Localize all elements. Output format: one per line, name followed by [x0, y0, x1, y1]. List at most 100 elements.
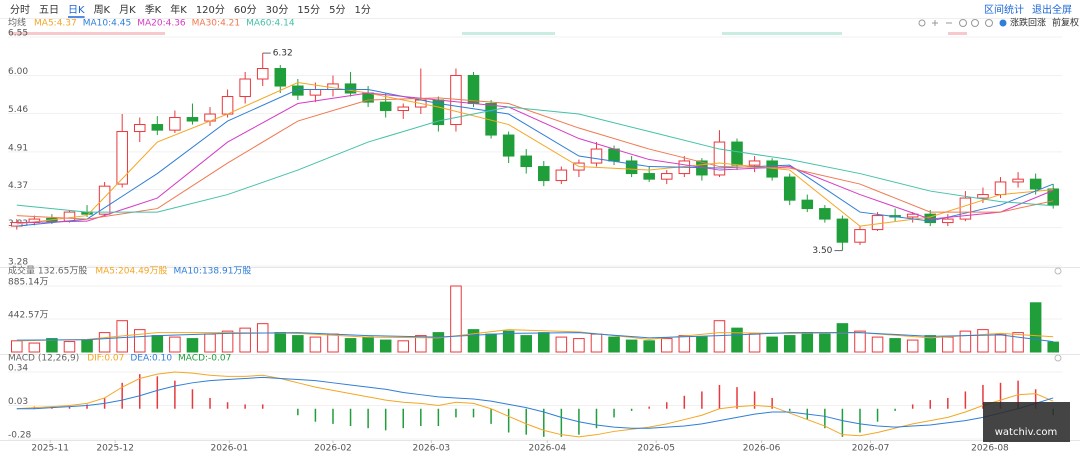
play-icon[interactable] — [985, 19, 993, 27]
legend-entry: MA60:4.14 — [246, 19, 295, 29]
candle-body — [63, 211, 76, 222]
watermark-box — [983, 402, 1070, 442]
volume-bar — [327, 333, 339, 353]
plot-area: 分时 五日 日K 周K 月K 季K 年K 120分 60分 30分 15分 5分 1分 退出全屏区间统计涨… — [8, 3, 1079, 454]
volume-bar — [274, 332, 287, 353]
x-tick-label: 2025-12 — [96, 444, 134, 454]
candle-body — [309, 89, 322, 96]
volume-bar — [362, 336, 374, 353]
candle-body — [98, 185, 111, 215]
y-tick-label: 4.37 — [8, 181, 28, 191]
tab[interactable]: 120分 — [196, 4, 225, 16]
x-tick-label: 2026-04 — [528, 444, 566, 454]
volume-bar — [133, 329, 146, 353]
volume-bar — [924, 335, 937, 353]
candle-body — [643, 173, 655, 180]
reset-icon[interactable] — [918, 19, 926, 27]
tab[interactable]: 30分 — [266, 4, 289, 16]
panel-settings[interactable] — [1054, 354, 1062, 362]
tab[interactable]: 60分 — [234, 4, 257, 16]
option-toggle[interactable] — [999, 19, 1007, 27]
legend-entry: MACD:-0.07 — [178, 354, 231, 364]
legend-title: 均线 — [8, 17, 26, 29]
option-label[interactable]: 涨跌回涨 — [1010, 18, 1046, 29]
y-tick-label: 3.28 — [8, 258, 28, 268]
x-tick-label: 2025-11 — [31, 444, 69, 454]
candle-body — [520, 155, 532, 168]
tab[interactable]: 分时 — [10, 4, 30, 16]
range-bar — [722, 32, 842, 35]
volume-bar — [292, 335, 304, 353]
range-bar — [462, 32, 555, 35]
tab[interactable]: 日K — [68, 5, 85, 16]
candle-body — [783, 176, 796, 201]
volume-bar — [256, 323, 269, 353]
volume-bar — [836, 323, 849, 353]
candle-body — [133, 124, 146, 133]
volume-bar — [590, 333, 603, 353]
tab[interactable]: 1分 — [354, 4, 370, 16]
indicator-line — [16, 371, 1054, 438]
zoom-in-icon[interactable] — [932, 20, 938, 26]
chart-controls[interactable] — [918, 19, 993, 27]
volume-bar — [379, 339, 392, 353]
volume-bar — [783, 335, 796, 353]
volume-bar — [151, 335, 164, 353]
candle-body — [994, 181, 1007, 196]
prev-icon[interactable] — [959, 19, 967, 27]
toolbar-action[interactable]: 退出全屏 — [1032, 3, 1072, 16]
tab[interactable]: 15分 — [297, 4, 320, 16]
candle-body — [186, 117, 199, 122]
candle-body — [608, 148, 620, 162]
tab[interactable]: 季K — [145, 4, 162, 16]
indicator-line — [16, 106, 1054, 213]
candle-body — [854, 229, 866, 243]
toolbar-action[interactable]: 区间统计 — [984, 3, 1024, 16]
indicator-line — [16, 82, 1054, 227]
tab[interactable]: 5分 — [329, 4, 345, 16]
volume-bar — [81, 339, 93, 353]
legend-entry: MA10:138.91万股 — [174, 266, 252, 277]
y-tick-label: -0.28 — [8, 431, 32, 441]
tab[interactable]: 月K — [119, 4, 136, 16]
y-tick-label: 4.91 — [8, 143, 28, 153]
candle-body — [116, 131, 128, 185]
volume-bar — [63, 341, 76, 353]
y-tick-label: 442.57万 — [8, 311, 49, 321]
y-tick-label: 0.34 — [8, 364, 28, 374]
candle-body — [292, 85, 304, 96]
volume-bar — [467, 329, 480, 353]
volume-bar — [186, 338, 199, 353]
y-tick-label: 6.00 — [8, 67, 28, 77]
candle-body — [274, 68, 287, 87]
legend-entry: MA5:204.49万股 — [95, 266, 167, 277]
volume-bar — [555, 336, 568, 353]
candle-body — [169, 117, 181, 131]
candle-body — [801, 199, 814, 210]
legend-entry: MA30:4.21 — [192, 19, 240, 29]
x-tick-label: 2026-07 — [852, 444, 890, 454]
candle-body — [397, 106, 410, 112]
tab[interactable]: 周K — [94, 4, 111, 16]
volume-bar — [942, 336, 954, 353]
x-tick-label: 2026-01 — [211, 444, 249, 454]
tab[interactable]: 年K — [170, 3, 187, 16]
indicator-line — [16, 332, 1054, 343]
volume-bar — [28, 342, 41, 353]
indicator-line — [16, 92, 1054, 224]
candle-body — [731, 141, 743, 166]
candle-body — [1029, 178, 1042, 190]
option-label[interactable]: 前复权 — [1052, 17, 1079, 29]
next-icon[interactable] — [971, 19, 979, 27]
volume-bar — [819, 333, 831, 353]
legend-entry: MA5:4.37 — [34, 19, 77, 29]
panel-settings[interactable] — [1054, 267, 1062, 275]
volume-bar — [46, 338, 58, 353]
indicator-line — [16, 329, 1054, 342]
watermark: watchiv.com — [995, 427, 1058, 438]
tab[interactable]: 五日 — [39, 5, 59, 16]
volume-bar — [801, 332, 814, 353]
candle-body — [256, 68, 269, 80]
candle-body — [959, 197, 972, 220]
